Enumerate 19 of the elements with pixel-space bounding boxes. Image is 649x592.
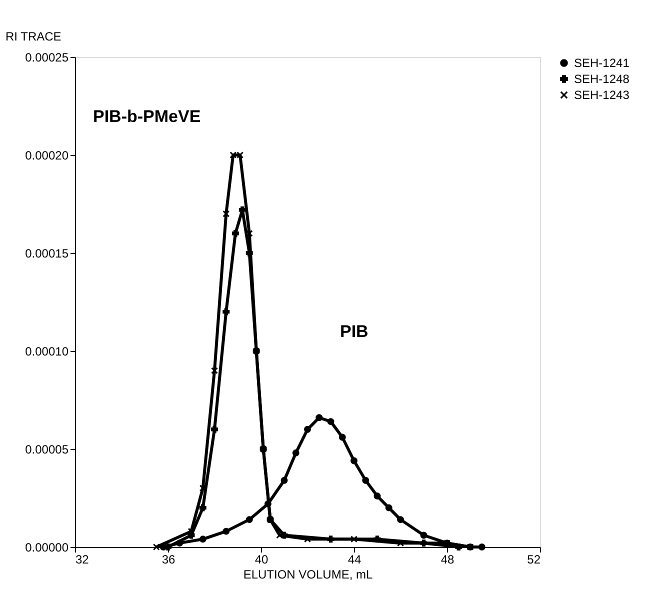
x-tick-label: 48 <box>440 552 454 566</box>
y-tick-label: 0.00020 <box>25 148 69 162</box>
legend-label: SEH-1243 <box>574 88 630 102</box>
x-tick-label: 44 <box>348 552 362 566</box>
y-tick-label: 0.00005 <box>25 442 69 456</box>
y-tick-label: 0.00015 <box>25 246 69 260</box>
x-tick-label: 32 <box>76 552 90 566</box>
annotation: PIB <box>340 322 368 341</box>
y-tick-label: 0.00025 <box>25 50 69 64</box>
y-tick-label: 0.00000 <box>25 540 69 554</box>
annotation: PIB-b-PMeVE <box>93 107 201 126</box>
y-axis-title: RI TRACE <box>6 30 62 44</box>
legend-label: SEH-1248 <box>574 72 630 86</box>
x-tick-label: 36 <box>162 552 176 566</box>
legend-label: SEH-1241 <box>574 56 630 70</box>
x-tick-label: 40 <box>254 552 268 566</box>
x-axis-title: ELUTION VOLUME, mL <box>243 568 374 582</box>
x-tick-label: 52 <box>527 552 541 566</box>
y-tick-label: 0.00010 <box>25 344 69 358</box>
